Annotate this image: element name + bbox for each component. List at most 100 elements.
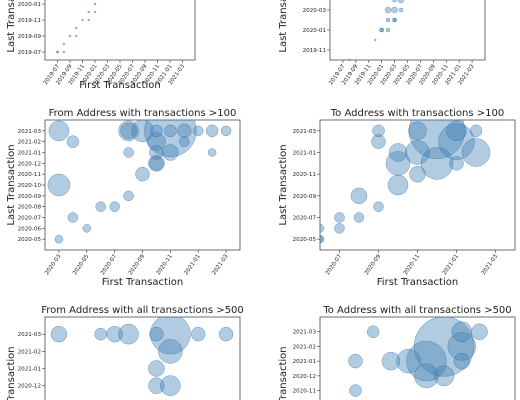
scatter-point [62, 42, 65, 46]
scatter-point [47, 173, 71, 197]
scatter-point [56, 50, 59, 54]
y-tick-label: 2019-09 [18, 34, 42, 40]
scatter-point [392, 17, 397, 23]
scatter-point [54, 234, 64, 244]
scatter-point [87, 10, 90, 14]
scatter-point [62, 50, 65, 54]
scatter-point [81, 18, 84, 22]
scatter-point [396, 348, 421, 374]
y-tick-label: 2021-03 [293, 330, 317, 336]
marker-layer [50, 317, 234, 396]
y-tick-label: 2021-01 [293, 151, 317, 157]
y-tick-label: 2021-01 [18, 367, 42, 373]
scatter-point [123, 147, 134, 158]
scatter-point [148, 360, 165, 377]
y-tick-label: 2020-10 [18, 183, 42, 189]
x-tick-label: 2020-09 [128, 253, 147, 276]
marker-layer [348, 317, 488, 397]
scatter-point [405, 140, 430, 165]
y-tick-label: 2020-12 [293, 374, 316, 380]
y-tick-label: 2020-01 [303, 28, 327, 34]
y-axis-label: Transaction [278, 346, 289, 400]
scatter-point [50, 325, 68, 343]
marker-layer [47, 120, 232, 244]
scatter-point [162, 144, 179, 161]
scatter-point [320, 224, 325, 233]
scatter-point [147, 132, 166, 151]
y-tick-label: 2021-01 [293, 359, 317, 365]
scatter-point [93, 2, 97, 6]
y-tick-label: 2021-03 [18, 129, 42, 135]
y-tick-label: 2021-02 [18, 140, 41, 146]
scatter-point [179, 136, 190, 147]
y-tick-label: 2020-03 [303, 8, 327, 14]
x-tick-label: 2020-05 [72, 253, 91, 276]
y-tick-label: 2021-03 [18, 332, 42, 338]
y-tick-label: 2020-11 [18, 172, 42, 178]
y-tick-label: 2020-07 [293, 216, 317, 222]
scatter-point [94, 327, 107, 341]
scatter-point [68, 34, 72, 38]
scatter-point [190, 326, 206, 342]
scatter-point [334, 212, 345, 223]
marker-layer [348, 0, 405, 60]
scatter-point [373, 38, 377, 42]
scatter-point [413, 317, 475, 377]
y-axis-label: Last Transaction [278, 144, 289, 225]
x-tick-label: 2021-01 [184, 253, 203, 276]
y-tick-label: 2021-03 [293, 129, 317, 135]
scatter-point [164, 124, 177, 138]
scatter-point [66, 135, 80, 148]
scatter-point [150, 124, 163, 138]
x-tick-label: 2020-07 [325, 253, 344, 276]
scatter-point [461, 138, 491, 167]
scatter-point [469, 124, 483, 138]
scatter-panel: 2021-03 2021-02 2021-01 2020-12 2020-11 To Ad… [278, 305, 516, 400]
scatter-point [320, 234, 325, 244]
scatter-point [353, 212, 365, 223]
marker-layer [56, 2, 97, 54]
scatter-point [48, 120, 70, 142]
x-tick-label: 2020-11 [403, 253, 422, 276]
scatter-point [408, 120, 466, 160]
scatter-point [205, 124, 219, 138]
y-tick-label: 2020-11 [293, 172, 317, 178]
scatter-point [379, 27, 384, 33]
scatter-point [298, 247, 304, 253]
scatter-point [348, 353, 363, 369]
scatter-point [391, 6, 398, 14]
x-tick-label: 2020-07 [100, 253, 119, 276]
scatter-point [320, 235, 324, 243]
scatter-point [220, 125, 232, 137]
scatter-point [451, 321, 473, 342]
scatter-point [381, 351, 401, 371]
scatter-point [87, 18, 90, 22]
scatter-panel: 2020-032020-012019-112019-072019-092019-… [278, 0, 486, 86]
scatter-point [277, 127, 285, 135]
y-tick-label: 2019-11 [18, 18, 42, 24]
x-tick-label: 2020-09 [364, 253, 383, 276]
y-tick-label: 2019-11 [303, 48, 327, 54]
scatter-point [384, 6, 392, 14]
y-axis-label: Last Transaction [278, 0, 289, 53]
panel-title: To Address with all transactions >500 [322, 305, 511, 316]
scatter-point [385, 17, 391, 23]
y-tick-label: 2021-02 [293, 344, 316, 350]
x-tick-label: 2021-01 [442, 253, 461, 276]
y-tick-label: 2020-12 [18, 384, 41, 390]
x-tick-label: 2021-03 [481, 253, 500, 276]
scatter-point [218, 326, 234, 342]
y-axis-label: Transaction [6, 346, 17, 400]
scatter-point [177, 123, 192, 139]
scatter-point [67, 212, 79, 223]
y-tick-label: 2020-07 [18, 216, 42, 222]
scatter-point [438, 123, 475, 160]
scatter-point [446, 120, 467, 142]
plot-frame [44, 316, 241, 400]
scatter-point [93, 10, 97, 14]
y-tick-label: 2020-01 [18, 2, 42, 8]
panel-title: To Address with transactions >100 [330, 108, 504, 119]
plot-frame [44, 0, 196, 61]
